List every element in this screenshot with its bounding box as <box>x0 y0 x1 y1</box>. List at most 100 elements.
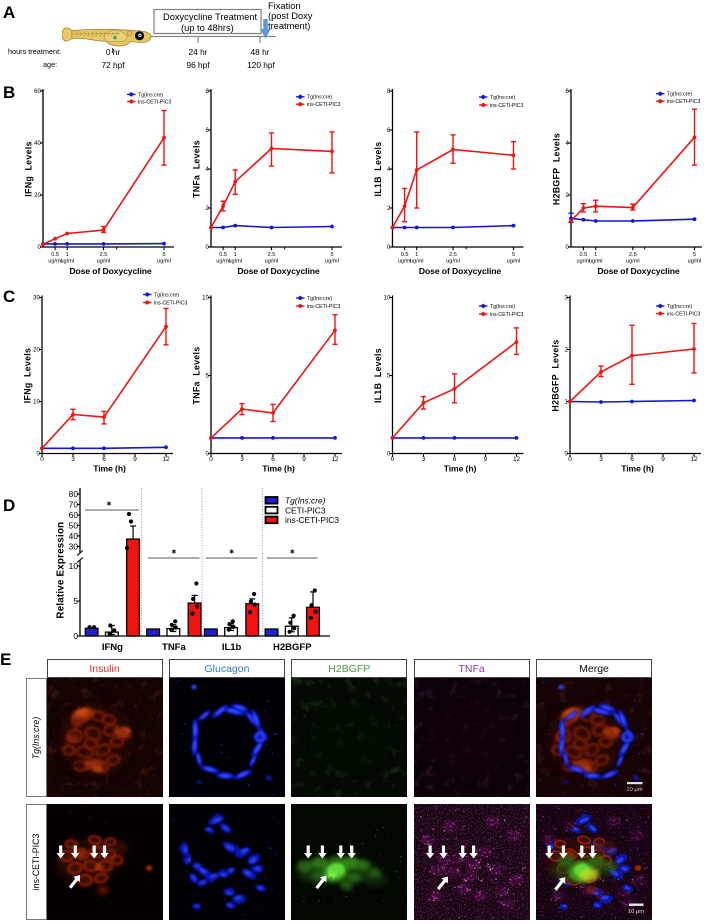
svg-text:IFNg Levels: IFNg Levels <box>23 348 33 403</box>
svg-text:12: 12 <box>162 456 170 463</box>
svg-text:2: 2 <box>564 348 568 354</box>
svg-text:IFNg Levels: IFNg Levels <box>24 141 34 196</box>
svg-text:80: 80 <box>69 489 79 499</box>
svg-text:8: 8 <box>205 89 209 95</box>
svg-text:Relative Expression: Relative Expression <box>56 522 67 619</box>
svg-text:ug/ml: ug/ml <box>157 259 171 265</box>
svg-text:3: 3 <box>564 296 568 302</box>
svg-text:0.5: 0.5 <box>580 252 588 258</box>
svg-text:3: 3 <box>422 456 426 463</box>
svg-text:Time (h): Time (h) <box>621 464 654 474</box>
svg-text:6: 6 <box>271 456 275 463</box>
svg-text:Tg(Ins:cre): Tg(Ins:cre) <box>307 296 332 302</box>
svg-text:ins-CETI-PIC3: ins-CETI-PIC3 <box>667 311 701 317</box>
svg-text:9: 9 <box>302 456 306 463</box>
svg-text:1: 1 <box>234 252 237 258</box>
svg-text:3: 3 <box>240 456 244 463</box>
svg-text:5: 5 <box>693 252 696 258</box>
svg-text:Tg(Ins:cre): Tg(Ins:cre) <box>138 92 163 98</box>
svg-text:IL1B Levels: IL1B Levels <box>373 142 383 197</box>
svg-text:ug/ml: ug/ml <box>265 259 279 265</box>
svg-text:4: 4 <box>205 167 209 173</box>
svg-text:0: 0 <box>205 245 209 251</box>
svg-text:6: 6 <box>102 456 106 463</box>
svg-text:5: 5 <box>387 374 391 380</box>
svg-text:8: 8 <box>387 89 391 95</box>
svg-text:0: 0 <box>73 631 78 641</box>
svg-text:4: 4 <box>387 167 391 173</box>
svg-text:Time (h): Time (h) <box>444 464 477 474</box>
svg-text:0: 0 <box>209 456 213 463</box>
svg-text:Tg(Ins:cre): Tg(Ins:cre) <box>285 496 326 506</box>
svg-text:20: 20 <box>33 348 40 354</box>
svg-text:9: 9 <box>484 456 488 463</box>
svg-text:5: 5 <box>73 596 78 606</box>
svg-text:ins-CETI-PIC3: ins-CETI-PIC3 <box>138 99 172 105</box>
svg-text:Tg(Ins:cre): Tg(Ins:cre) <box>154 292 179 298</box>
svg-text:0.5: 0.5 <box>401 252 409 258</box>
svg-text:6: 6 <box>387 128 391 134</box>
svg-text:0: 0 <box>568 456 572 463</box>
svg-text:10: 10 <box>33 400 40 406</box>
svg-text:2: 2 <box>205 206 209 212</box>
svg-text:0: 0 <box>564 452 568 458</box>
svg-text:IL1B Levels: IL1B Levels <box>373 348 383 403</box>
svg-text:Dose of Doxycycline: Dose of Doxycycline <box>597 266 679 276</box>
svg-text:ug/ml: ug/ml <box>97 259 111 265</box>
svg-text:ug/ml: ug/ml <box>216 259 230 265</box>
svg-text:ug/ml: ug/ml <box>60 259 74 265</box>
svg-text:4: 4 <box>565 141 569 147</box>
svg-text:ug/ml: ug/ml <box>325 259 339 265</box>
svg-text:10 μm: 10 μm <box>626 787 642 793</box>
svg-text:ins-CETI-PIC3: ins-CETI-PIC3 <box>285 515 339 525</box>
svg-text:5: 5 <box>205 374 209 380</box>
svg-text:5: 5 <box>330 252 333 258</box>
svg-text:ug/ml: ug/ml <box>688 259 702 265</box>
svg-text:0: 0 <box>205 452 209 458</box>
svg-text:ug/ml: ug/ml <box>228 259 242 265</box>
svg-text:1: 1 <box>66 252 69 258</box>
svg-text:Time (h): Time (h) <box>93 464 126 474</box>
svg-text:60: 60 <box>34 89 41 95</box>
svg-text:ug/ml: ug/ml <box>589 259 603 265</box>
svg-text:12: 12 <box>331 456 339 463</box>
svg-text:ins-CETI-PIC3: ins-CETI-PIC3 <box>307 304 341 310</box>
svg-text:Tg(Ins:cre): Tg(Ins:cre) <box>667 304 692 310</box>
svg-text:IL1b: IL1b <box>222 642 242 653</box>
svg-text:Tg(Ins:cre): Tg(Ins:cre) <box>307 95 332 101</box>
svg-text:ug/ml: ug/ml <box>446 259 460 265</box>
svg-text:0: 0 <box>37 245 41 251</box>
svg-text:Tg(Ins:cre): Tg(Ins:cre) <box>667 92 692 98</box>
svg-text:10: 10 <box>384 296 391 302</box>
svg-text:5: 5 <box>512 252 515 258</box>
svg-text:12: 12 <box>513 456 521 463</box>
svg-text:0: 0 <box>387 245 391 251</box>
svg-text:10: 10 <box>69 561 79 571</box>
svg-text:1: 1 <box>594 252 597 258</box>
svg-text:Dose of Doxycycline: Dose of Doxycycline <box>419 266 501 276</box>
svg-text:9: 9 <box>133 456 137 463</box>
svg-text:ug/ml: ug/ml <box>410 259 424 265</box>
svg-text:H2BGFP: H2BGFP <box>273 642 312 653</box>
svg-text:ins-CETI-PIC3: ins-CETI-PIC3 <box>154 300 188 306</box>
svg-text:9: 9 <box>661 456 665 463</box>
svg-text:6: 6 <box>565 89 569 95</box>
svg-text:0.5: 0.5 <box>219 252 227 258</box>
svg-text:6: 6 <box>453 456 457 463</box>
svg-text:ug/ml: ug/ml <box>398 259 412 265</box>
svg-text:50: 50 <box>69 520 79 530</box>
svg-text:CETI-PIC3: CETI-PIC3 <box>285 505 326 515</box>
svg-text:0: 0 <box>36 452 40 458</box>
svg-text:Tg(Ins:cre): Tg(Ins:cre) <box>490 95 515 101</box>
svg-text:H2BGFP Levels: H2BGFP Levels <box>551 339 561 411</box>
svg-text:TNFa Levels: TNFa Levels <box>192 347 202 405</box>
svg-text:0: 0 <box>40 456 44 463</box>
svg-text:2.5: 2.5 <box>100 252 108 258</box>
svg-text:6: 6 <box>630 456 634 463</box>
svg-text:ins-CETI-PIC3: ins-CETI-PIC3 <box>307 102 341 108</box>
svg-text:1: 1 <box>415 252 418 258</box>
svg-text:0: 0 <box>565 245 569 251</box>
svg-text:40: 40 <box>69 531 79 541</box>
svg-text:6: 6 <box>205 128 209 134</box>
svg-text:2: 2 <box>565 193 569 199</box>
